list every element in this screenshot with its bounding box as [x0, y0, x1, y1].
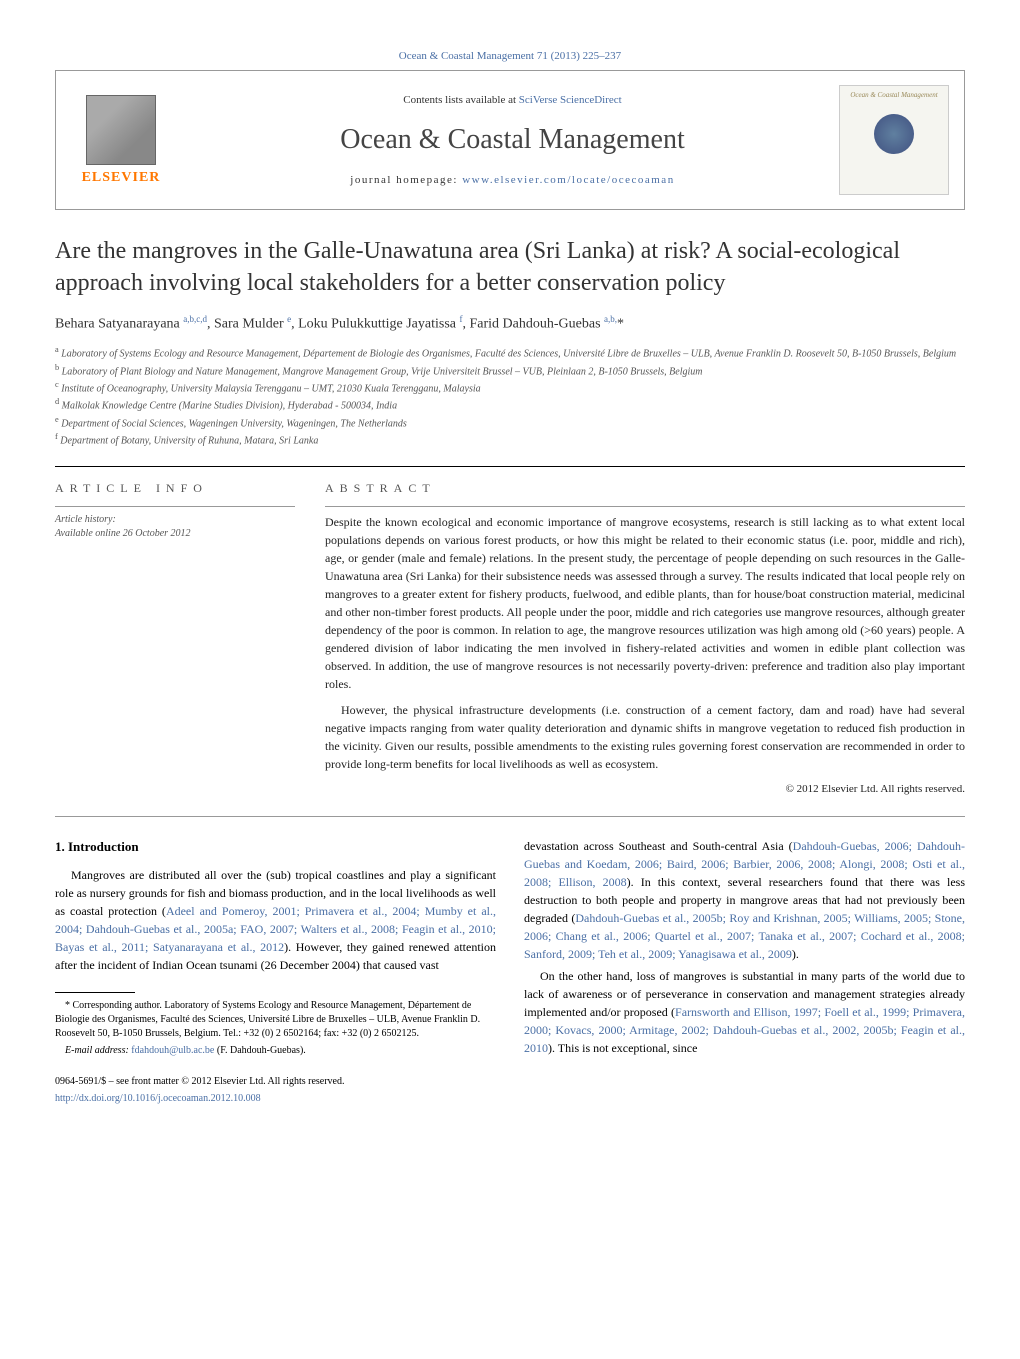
body-column-right: devastation across Southeast and South-c…	[524, 837, 965, 1110]
intro-p1-cont: devastation across Southeast and South-c…	[524, 837, 965, 963]
intro-text: ). This is not exceptional, since	[548, 1041, 697, 1055]
divider	[55, 816, 965, 817]
citation-header: Ocean & Coastal Management 71 (2013) 225…	[55, 50, 965, 62]
affiliation-line: f Department of Botany, University of Ru…	[55, 431, 965, 448]
abstract-text: Despite the known ecological and economi…	[325, 513, 965, 798]
homepage-link[interactable]: www.elsevier.com/locate/ocecoaman	[462, 174, 675, 186]
front-matter: 0964-5691/$ – see front matter © 2012 El…	[55, 1075, 496, 1089]
abstract-p1: Despite the known ecological and economi…	[325, 513, 965, 693]
abstract-column: ABSTRACT Despite the known ecological an…	[325, 481, 965, 798]
elsevier-text: ELSEVIER	[82, 170, 161, 186]
history-text: Available online 26 October 2012	[55, 528, 191, 539]
homepage-prefix: journal homepage:	[350, 174, 462, 186]
affiliation-line: c Institute of Oceanography, University …	[55, 379, 965, 396]
article-title: Are the mangroves in the Galle-Unawatuna…	[55, 235, 965, 300]
copyright: © 2012 Elsevier Ltd. All rights reserved…	[325, 781, 965, 798]
contents-prefix: Contents lists available at	[403, 94, 518, 106]
elsevier-logo: ELSEVIER	[56, 85, 186, 196]
email-suffix: (F. Dahdouh-Guebas).	[217, 1045, 306, 1056]
homepage-line: journal homepage: www.elsevier.com/locat…	[186, 174, 839, 186]
history-label: Article history:	[55, 514, 116, 525]
reference-link[interactable]: Dahdouh-Guebas et al., 2005b; Roy and Kr…	[524, 911, 965, 961]
abstract-label: ABSTRACT	[325, 481, 965, 496]
authors-line: Behara Satyanarayana a,b,c,d, Sara Mulde…	[55, 314, 965, 333]
intro-text: ).	[792, 947, 799, 961]
divider	[325, 506, 965, 507]
email-link[interactable]: fdahdouh@ulb.ac.be	[131, 1045, 214, 1056]
divider	[55, 466, 965, 467]
doi-text: http://dx.doi.org/10.1016/j.ocecoaman.20…	[55, 1093, 261, 1104]
intro-text: devastation across Southeast and South-c…	[524, 839, 793, 853]
contents-line: Contents lists available at SciVerse Sci…	[186, 94, 839, 106]
header-center: Contents lists available at SciVerse Sci…	[186, 94, 839, 186]
doi-link[interactable]: http://dx.doi.org/10.1016/j.ocecoaman.20…	[55, 1092, 496, 1106]
intro-p1: Mangroves are distributed all over the (…	[55, 866, 496, 974]
affiliation-line: e Department of Social Sciences, Wagenin…	[55, 414, 965, 431]
cover-globe-icon	[874, 114, 914, 154]
footnote-separator	[55, 992, 135, 993]
affiliation-line: a Laboratory of Systems Ecology and Reso…	[55, 344, 965, 361]
corresponding-author: * Corresponding author. Laboratory of Sy…	[55, 999, 496, 1041]
email-line: E-mail address: fdahdouh@ulb.ac.be (F. D…	[55, 1044, 496, 1058]
journal-header-box: ELSEVIER Contents lists available at Sci…	[55, 70, 965, 210]
journal-name: Ocean & Coastal Management	[186, 124, 839, 156]
elsevier-tree-icon	[86, 95, 156, 165]
body-column-left: 1. Introduction Mangroves are distribute…	[55, 837, 496, 1110]
affiliation-line: d Malkolak Knowledge Centre (Marine Stud…	[55, 396, 965, 413]
divider	[55, 506, 295, 507]
affiliations: a Laboratory of Systems Ecology and Reso…	[55, 344, 965, 448]
article-info-label: ARTICLE INFO	[55, 481, 295, 496]
article-history: Article history: Available online 26 Oct…	[55, 513, 295, 541]
abstract-p2: However, the physical infrastructure dev…	[325, 701, 965, 773]
footnotes: * Corresponding author. Laboratory of Sy…	[55, 999, 496, 1106]
journal-cover-thumb: Ocean & Coastal Management	[839, 85, 949, 195]
cover-title: Ocean & Coastal Management	[850, 91, 937, 99]
affiliation-line: b Laboratory of Plant Biology and Nature…	[55, 362, 965, 379]
email-label: E-mail address:	[65, 1045, 129, 1056]
intro-p2: On the other hand, loss of mangroves is …	[524, 967, 965, 1057]
sciencedirect-link[interactable]: SciVerse ScienceDirect	[519, 94, 622, 106]
article-info-column: ARTICLE INFO Article history: Available …	[55, 481, 295, 798]
intro-heading: 1. Introduction	[55, 837, 496, 857]
